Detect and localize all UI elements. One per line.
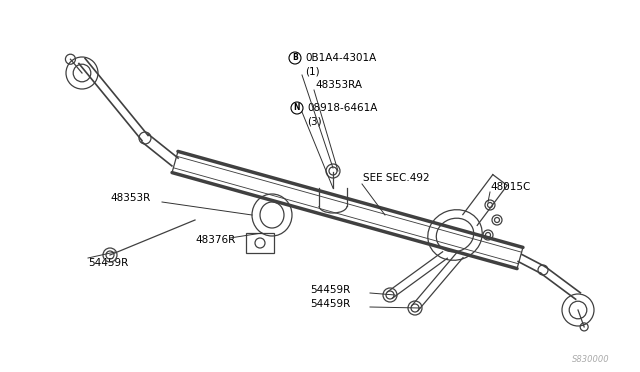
- Text: (3): (3): [307, 117, 322, 127]
- Text: N: N: [294, 103, 300, 112]
- Text: 48015C: 48015C: [490, 182, 531, 192]
- Text: (1): (1): [305, 67, 319, 77]
- Text: 54459R: 54459R: [88, 258, 128, 268]
- Text: 54459R: 54459R: [310, 285, 350, 295]
- Text: 54459R: 54459R: [310, 299, 350, 309]
- Text: SEE SEC.492: SEE SEC.492: [363, 173, 429, 183]
- Text: S830000: S830000: [572, 356, 610, 365]
- Text: 48353RA: 48353RA: [315, 80, 362, 90]
- Text: 08918-6461A: 08918-6461A: [307, 103, 378, 113]
- Text: 48353R: 48353R: [110, 193, 150, 203]
- Text: 0B1A4-4301A: 0B1A4-4301A: [305, 53, 376, 63]
- Text: 48376R: 48376R: [195, 235, 236, 245]
- Text: B: B: [292, 54, 298, 62]
